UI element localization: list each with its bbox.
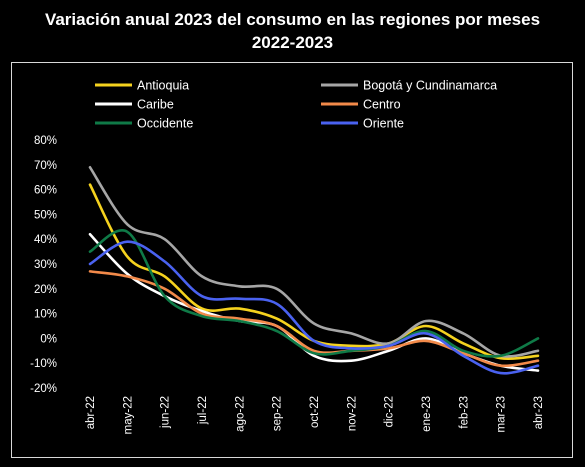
y-tick-label: 40% bbox=[34, 234, 57, 246]
y-tick-label: 0% bbox=[40, 333, 57, 345]
legend-label: Bogotá y Cundinamarca bbox=[363, 79, 497, 93]
chart-title-line-2: 2022-2023 bbox=[251, 33, 334, 52]
x-tick-label: dic-22 bbox=[384, 396, 396, 427]
x-tick-label: ago-22 bbox=[234, 396, 246, 432]
plot-area-frame bbox=[11, 62, 573, 458]
legend-label: Oriente bbox=[363, 117, 404, 131]
legend-label: Occidente bbox=[137, 117, 193, 131]
x-tick-label: feb-23 bbox=[458, 396, 470, 429]
x-tick-label: abr-23 bbox=[533, 396, 545, 429]
x-tick-label: abr-22 bbox=[85, 396, 97, 429]
x-tick-label: oct-22 bbox=[309, 396, 321, 428]
series-line-centro bbox=[88, 270, 540, 368]
series-lines bbox=[88, 166, 540, 375]
y-tick-label: 60% bbox=[34, 185, 57, 197]
series-line-occidente bbox=[88, 229, 540, 358]
y-tick-label: 70% bbox=[34, 160, 57, 172]
y-tick-label: 30% bbox=[34, 259, 57, 271]
x-tick-label: may-22 bbox=[122, 396, 134, 434]
chart-title: Variación anual 2023 del consumo en las … bbox=[0, 8, 585, 54]
x-tick-label: ene-23 bbox=[421, 396, 433, 432]
x-tick-label: nov-22 bbox=[346, 396, 358, 431]
legend-label: Caribe bbox=[137, 98, 174, 112]
y-tick-label: -20% bbox=[30, 383, 57, 395]
y-tick-label: 10% bbox=[34, 309, 57, 321]
x-tick-label: jul-22 bbox=[197, 396, 209, 425]
series-line-bogota-y-cundinamarca bbox=[88, 166, 540, 358]
series-line-oriente bbox=[88, 240, 540, 375]
x-tick-label: mar-23 bbox=[496, 396, 508, 432]
x-tick-label: sep-22 bbox=[272, 396, 284, 431]
legend-label: Antioquia bbox=[137, 79, 189, 93]
legend-label: Centro bbox=[363, 98, 401, 112]
y-tick-label: 20% bbox=[34, 284, 57, 296]
y-tick-label: 50% bbox=[34, 209, 57, 221]
chart-title-line-1: Variación anual 2023 del consumo en las … bbox=[44, 10, 541, 29]
y-tick-label: 80% bbox=[34, 135, 57, 147]
axes: 80% 70% 60% 50% 40% 30% 20% 10% 0% -10% -20% abr-22… bbox=[30, 135, 545, 434]
x-tick-label: jun-22 bbox=[160, 396, 172, 429]
legend: Antioquia Bogotá y Cundinamarca Caribe Cent… bbox=[95, 79, 497, 131]
series-line-antioquia bbox=[88, 183, 540, 361]
y-tick-label: -10% bbox=[30, 358, 57, 370]
